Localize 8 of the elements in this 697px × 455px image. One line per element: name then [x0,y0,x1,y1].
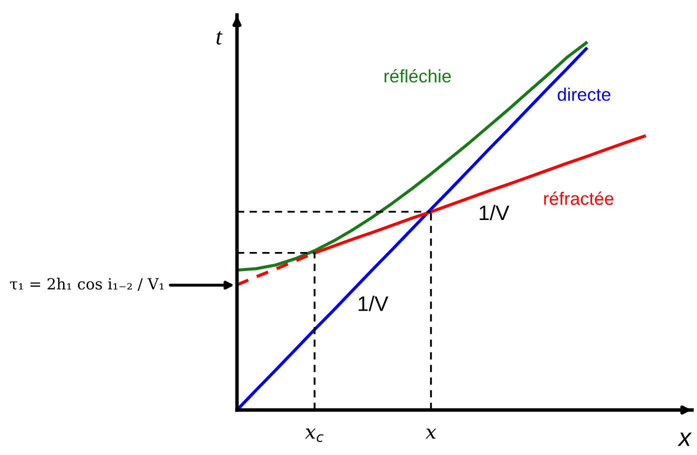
text: τ₁ = 2h₁ cos i₁₋₂ / V₁ [10,278,164,291]
annotation: 1/V [480,204,510,220]
annotation: 1/V [358,296,388,312]
series-label: réfractée [544,191,614,205]
y-axis-title: t [216,31,223,45]
series-label: directe [558,88,610,101]
x-tick-label: x$_{c}$ [305,428,324,442]
text: réfléchie [384,69,451,83]
